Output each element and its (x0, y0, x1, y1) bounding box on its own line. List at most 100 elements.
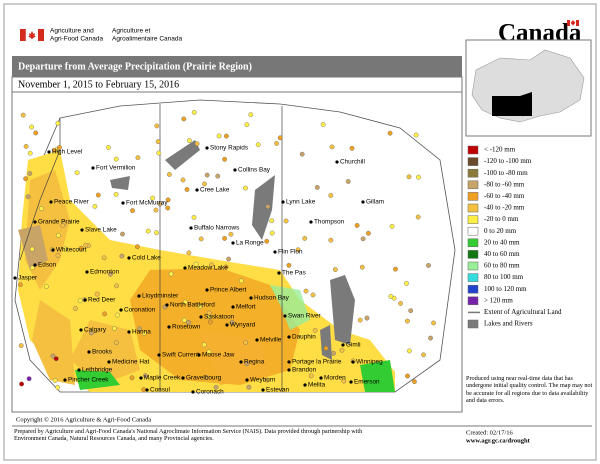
legend-label: 100 to 120 mm (484, 285, 527, 293)
station-dot (102, 311, 108, 317)
place-label: Morden (324, 375, 346, 382)
station-dot (269, 230, 275, 236)
station-dot (277, 135, 283, 141)
place-label: Coronach (196, 389, 224, 396)
station-dot (332, 267, 338, 272)
place-label: Peace River (54, 199, 90, 206)
place-marker (231, 305, 235, 309)
place-marker (87, 350, 91, 354)
station-dot (150, 195, 156, 201)
place-marker (225, 323, 229, 327)
station-dot (331, 350, 336, 356)
station-dot (349, 145, 355, 151)
footer-note-box: Produced using near real-time data that … (466, 375, 593, 405)
place-label: Calgary (84, 327, 107, 334)
station-dot (201, 342, 207, 348)
legend-label: 20 to 40 mm (484, 238, 520, 246)
place-label: Swift Current (162, 352, 199, 359)
station-dot (89, 330, 94, 336)
station-dot (339, 347, 345, 353)
place-marker (145, 388, 149, 392)
place-label: La Ronge (236, 240, 264, 247)
station-dot (27, 150, 33, 156)
legend-label: -60 to -40 mm (484, 192, 525, 200)
legend-swatch (467, 261, 479, 271)
station-dot (431, 320, 436, 326)
legend-label: < -120 mm (484, 146, 516, 154)
station-dot (186, 320, 192, 325)
station-dot (186, 250, 192, 256)
prepared-box: Prepared by Agriculture and Agri-Food Ca… (14, 428, 362, 442)
station-dot (202, 181, 207, 187)
station-dot (413, 132, 419, 138)
station-dot (406, 174, 412, 180)
station-dot (308, 373, 314, 379)
station-dot (428, 335, 433, 341)
place-label: Whitecourt (56, 247, 87, 254)
station-dot (29, 246, 35, 252)
station-dot (197, 303, 203, 309)
title-bar (12, 56, 462, 77)
footer-note: Produced using near real-time data that … (466, 375, 593, 405)
place-marker (195, 188, 199, 192)
station-dot (415, 214, 421, 220)
station-dot (51, 147, 57, 153)
page-frame (3, 3, 597, 461)
legend-label: -20 to 0 mm (484, 215, 519, 223)
station-dot (320, 122, 326, 127)
station-dot (181, 116, 187, 122)
station-dot (204, 375, 210, 380)
legend-swatch (467, 215, 479, 224)
station-dot (406, 348, 412, 354)
station-dot (27, 171, 33, 176)
place-marker (261, 388, 265, 392)
station-dot (223, 264, 229, 270)
place-label: High Level (52, 149, 82, 156)
station-dot (94, 291, 100, 297)
station-dot (18, 343, 24, 348)
place-marker (191, 390, 195, 394)
place-label: Edmonton (90, 269, 120, 276)
station-dot (25, 194, 31, 200)
place-marker (351, 360, 355, 364)
place-label: Stony Rapids (210, 145, 248, 152)
place-label: North Battleford (170, 302, 215, 309)
station-dot (113, 191, 119, 197)
place-marker (165, 303, 169, 307)
station-dot (426, 262, 431, 268)
place-marker (167, 325, 171, 329)
station-dot (113, 156, 119, 162)
place-marker (13, 276, 17, 280)
place-label: Red Deer (88, 297, 116, 304)
place-marker (199, 315, 203, 319)
place-marker (239, 360, 243, 364)
station-dot (329, 144, 335, 150)
station-dot (168, 271, 174, 277)
station-dot (243, 340, 249, 345)
station-dot (120, 231, 125, 237)
station-dot (244, 361, 250, 367)
station-dot (50, 353, 56, 359)
place-marker (205, 146, 209, 150)
place-label: Weyburn (250, 377, 276, 384)
place-marker (121, 201, 125, 205)
station-dot (328, 193, 334, 198)
place-label: Churchill (340, 159, 365, 166)
station-dot (323, 345, 329, 351)
station-dot (299, 151, 305, 157)
agency-fr: Agriculture et (112, 28, 150, 35)
station-dot (154, 230, 159, 236)
inset-map (465, 39, 592, 137)
map: High Level Fort Vermilion Peace River Grand… (11, 91, 463, 413)
place-label: Lloydminster (142, 293, 179, 300)
station-dot (354, 222, 360, 228)
station-dot (114, 340, 119, 345)
station-dot (264, 238, 270, 244)
station-dot (74, 170, 80, 176)
station-dot (341, 378, 347, 384)
place-marker (249, 296, 253, 300)
station-dot (404, 318, 410, 324)
legend-swatch (467, 157, 479, 166)
place-marker (287, 360, 291, 364)
place-label: Moose Jaw (202, 352, 235, 359)
